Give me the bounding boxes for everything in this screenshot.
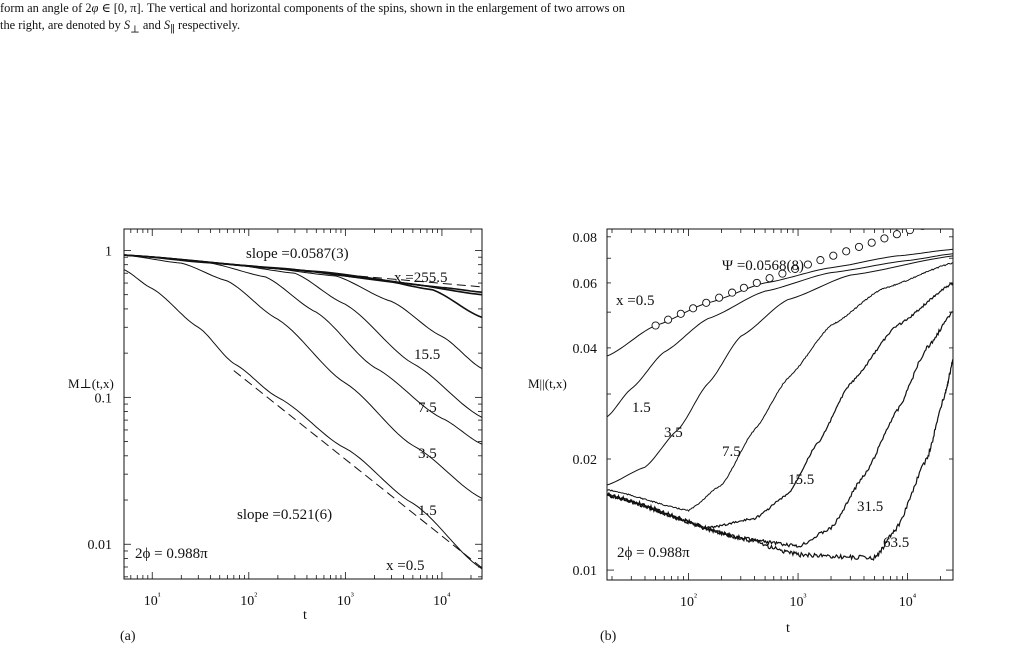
data-point <box>702 298 711 307</box>
plot-frame-b <box>606 228 954 581</box>
y-tick-label: 0.1 <box>95 391 113 406</box>
caption-text: ∈ [0, π]. The vertical and horizontal co… <box>98 1 625 15</box>
x-tick-label: 10² <box>240 591 257 609</box>
curve-label: 31.5 <box>857 499 883 515</box>
fit-circles <box>651 214 952 330</box>
series-line <box>124 254 482 293</box>
reference-line-2 <box>233 370 482 569</box>
curve-label: 7.5 <box>418 400 437 416</box>
curve-label: 1.5 <box>632 400 651 416</box>
series-line <box>124 269 482 570</box>
x-tick-label: 10³ <box>790 592 807 610</box>
curve-label: 3.5 <box>418 446 437 462</box>
series-group-a <box>124 254 482 570</box>
x-tick-label: 10³ <box>337 591 354 609</box>
y-axis-label: M⊥(t,x) <box>68 376 114 391</box>
slope-label: slope =0.0587(3) <box>246 246 349 262</box>
curve-label: x =255.5 <box>394 270 447 286</box>
x-axis-label: t <box>786 621 790 636</box>
y-tick-label: 0.01 <box>88 538 113 553</box>
tick-marks <box>124 229 482 579</box>
x-tick-label: 10⁴ <box>899 592 917 610</box>
caption-s-par-sub: ∥ <box>170 24 175 36</box>
x-tick-label: 10¹ <box>144 591 161 609</box>
data-point <box>867 238 876 247</box>
tick-marks <box>607 229 953 580</box>
series-line <box>607 262 953 512</box>
panel-label: (b) <box>600 629 617 644</box>
data-point <box>752 278 761 287</box>
y-tick-label: 0.04 <box>573 342 598 357</box>
data-point <box>778 269 787 278</box>
series-line <box>607 311 953 548</box>
y-tick-label: 0.02 <box>573 453 598 468</box>
data-point <box>829 251 838 260</box>
slope-label: slope =0.521(6) <box>237 507 332 523</box>
curve-label: x =0.5 <box>386 558 424 574</box>
y-tick-label: 0.08 <box>573 231 598 246</box>
y-tick-label: 0.01 <box>573 564 598 579</box>
data-point <box>854 242 864 251</box>
curve-label: 15.5 <box>414 347 440 363</box>
panel-label: (a) <box>120 629 136 644</box>
data-point <box>932 218 939 225</box>
data-point <box>739 283 748 292</box>
series-line <box>607 282 953 530</box>
data-point <box>945 214 952 221</box>
data-point <box>664 315 673 324</box>
caption-s-perp-sub: ⊥ <box>130 24 140 36</box>
series-line <box>607 255 953 486</box>
caption-s-par: S <box>163 18 171 32</box>
data-point <box>919 229 926 231</box>
curve-label: 3.5 <box>664 425 683 441</box>
data-point <box>905 229 914 235</box>
curve-label: 63.5 <box>883 535 909 551</box>
parameter-label: 2ϕ = 0.988π <box>135 546 208 562</box>
caption-s-perp: S <box>123 18 131 32</box>
data-point <box>728 288 737 297</box>
figure-caption: form an angle of 2φ ∈ [0, π]. The vertic… <box>0 0 1029 38</box>
series-line <box>607 253 953 418</box>
data-point <box>651 321 660 330</box>
x-tick-label: 10² <box>680 592 697 610</box>
y-tick-label: 1 <box>105 244 112 259</box>
y-axis-label: M||(t,x) <box>528 376 567 391</box>
series-line <box>124 254 482 499</box>
x-axis-label: t <box>303 608 307 623</box>
x-tick-label: 10⁴ <box>433 591 451 609</box>
curve-label: 7.5 <box>722 444 741 460</box>
caption-line-2: the right, are denoted by S⊥ and S∥ resp… <box>0 17 1029 38</box>
data-point <box>842 247 851 256</box>
data-point <box>816 256 825 265</box>
curve-label: x =0.5 <box>616 293 654 309</box>
caption-text: form an angle of 2 <box>0 1 92 15</box>
caption-text: respectively. <box>174 18 241 32</box>
data-point <box>715 293 724 302</box>
parameter-label: 2ϕ = 0.988π <box>617 545 690 561</box>
curve-label: 1.5 <box>418 503 437 519</box>
data-point <box>880 234 889 243</box>
data-point <box>892 230 901 239</box>
series-group-b <box>607 214 953 561</box>
caption-text: the right, are denoted by <box>0 18 124 32</box>
caption-line-1: form an angle of 2φ ∈ [0, π]. The vertic… <box>0 0 1029 17</box>
curve-label: 15.5 <box>788 472 814 488</box>
data-point <box>791 264 800 273</box>
y-tick-label: 0.06 <box>573 277 598 292</box>
data-point <box>676 309 685 318</box>
data-point <box>803 260 812 269</box>
series-line <box>607 359 953 561</box>
data-point <box>689 304 698 313</box>
caption-text: and <box>139 18 164 32</box>
caption-phi: φ <box>91 1 99 15</box>
data-point <box>765 274 774 283</box>
fit-label: Ψ =0.0568(8) <box>722 258 804 274</box>
